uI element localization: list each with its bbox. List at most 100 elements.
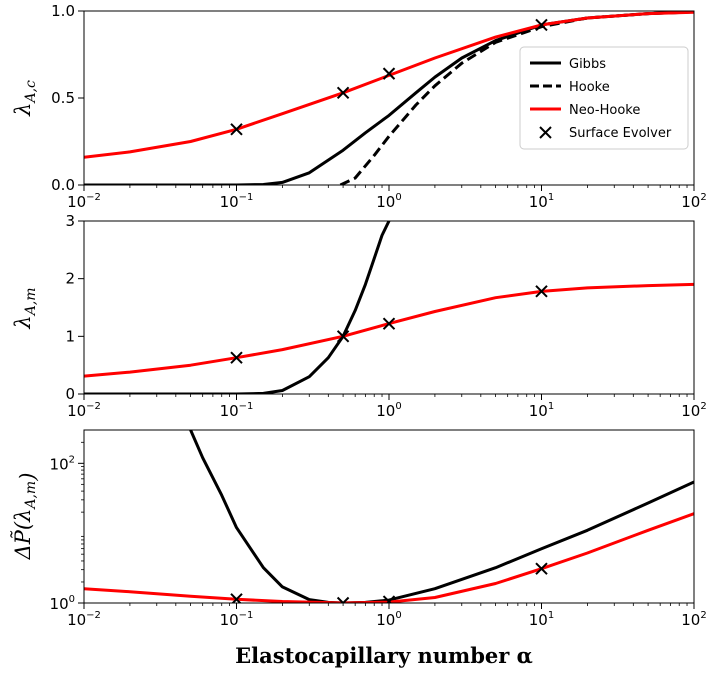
panel-2-ytick-label-3: 3 xyxy=(65,212,75,230)
panel-3-xtick-label-2: 100 xyxy=(376,610,401,629)
panel-3-ytick-label-0: 100 xyxy=(50,594,75,613)
panel-1-marker-surface-evolver-0 xyxy=(230,123,243,136)
panel-1-marker-surface-evolver-2 xyxy=(382,67,396,80)
panel-2-ytick-label-2: 2 xyxy=(65,270,75,288)
legend-label-gibbs: Gibbs xyxy=(569,57,606,72)
panel-1-marker-surface-evolver-3 xyxy=(535,18,548,32)
xtick-exponent: 1 xyxy=(548,192,554,203)
panel-1-ytick-label-1: 0.5 xyxy=(51,89,75,107)
xtick-base: 10 xyxy=(220,611,239,629)
panel-2-marker-surface-evolver-0 xyxy=(230,351,243,364)
xtick-base: 10 xyxy=(376,611,395,629)
panel-3-marker-surface-evolver-1 xyxy=(336,596,350,603)
xtick-base: 10 xyxy=(67,402,86,420)
panel-3-marker-surface-evolver-3 xyxy=(535,562,548,575)
xtick-base: 10 xyxy=(220,402,239,420)
xtick-base: 10 xyxy=(376,193,395,211)
ytick-exponent: 0 xyxy=(69,594,75,605)
panel-3-xtick-label-0: 10−2 xyxy=(67,610,101,629)
legend: Gibbs Hooke Neo-Hooke Surface Evolver xyxy=(519,46,689,150)
xtick-base: 10 xyxy=(529,611,548,629)
xtick-base: 10 xyxy=(67,611,86,629)
panel-1-plot-area xyxy=(84,11,694,185)
ylabel-part: ΔP̃(λ xyxy=(11,509,35,561)
panel-1-xtick-label-1: 10−1 xyxy=(220,192,254,211)
ylabel-subscript: A,c xyxy=(23,80,39,105)
panel-2-xtick-label-0: 10−2 xyxy=(67,401,101,420)
panel-3-frame xyxy=(83,429,695,604)
panel-3-xtick-label-1: 10−1 xyxy=(220,610,254,629)
xtick-exponent: −1 xyxy=(239,401,254,412)
xtick-base: 10 xyxy=(376,402,395,420)
xtick-base: 10 xyxy=(681,193,700,211)
panel-2-line-neo-hooke xyxy=(84,282,694,378)
panel-3-xtick-label-3: 101 xyxy=(529,610,554,629)
panel-2-xtick-label-3: 101 xyxy=(529,401,554,420)
panel-1-y-axis-label: λA,c xyxy=(11,80,39,117)
xtick-base: 10 xyxy=(67,193,86,211)
panel-2-marker-surface-evolver-1 xyxy=(336,330,350,343)
panel-2-y-axis-label: λA,m xyxy=(11,287,39,329)
xtick-base: 10 xyxy=(220,193,239,211)
xtick-base: 10 xyxy=(529,193,548,211)
panel-1-xtick-label-2: 100 xyxy=(376,192,401,211)
panel-2-ytick-label-0: 0 xyxy=(65,385,75,403)
legend-label-hooke: Hooke xyxy=(569,80,610,95)
ylabel-part: λ xyxy=(11,315,35,329)
panel-2-marker-surface-evolver-2 xyxy=(382,317,396,330)
xtick-exponent: 0 xyxy=(395,192,401,203)
panel-1-xtick-label-4: 102 xyxy=(681,192,706,211)
xtick-exponent: 0 xyxy=(395,610,401,621)
xtick-base: 10 xyxy=(529,402,548,420)
xtick-exponent: 1 xyxy=(548,610,554,621)
panel-2-line-gibbs xyxy=(84,221,391,394)
panel-3-line-neo-hooke xyxy=(84,512,694,603)
x-axis-label: Elastocapillary number α xyxy=(235,643,533,668)
ylabel-subscript: A,m xyxy=(23,287,39,317)
panel-3-line-gibbs xyxy=(189,430,694,603)
xtick-exponent: 2 xyxy=(700,401,706,412)
legend-label-surface-evolver: Surface Evolver xyxy=(569,126,672,141)
xtick-exponent: 2 xyxy=(700,610,706,621)
xtick-exponent: 0 xyxy=(395,401,401,412)
xtick-exponent: −2 xyxy=(86,192,101,203)
panel-3-xtick-label-4: 102 xyxy=(681,610,706,629)
panel-2-plot-area xyxy=(84,221,694,394)
panel-2-xtick-label-4: 102 xyxy=(681,401,706,420)
panel-2-xtick-label-2: 100 xyxy=(376,401,401,420)
panel-1-xtick-label-0: 10−2 xyxy=(67,192,101,211)
panel-2-ytick-label-1: 1 xyxy=(65,327,75,345)
legend-label-neo-hooke: Neo-Hooke xyxy=(569,103,640,118)
ytick-base: 10 xyxy=(50,595,69,613)
ylabel-part: λ xyxy=(11,103,35,117)
panel-3-ytick-label-1: 102 xyxy=(50,454,75,473)
xtick-exponent: −1 xyxy=(239,610,254,621)
ylabel-subscript: A,m xyxy=(23,481,39,511)
panel-3-y-axis-label: ΔP̃(λA,m) xyxy=(11,473,40,561)
panel-1-xtick-label-3: 101 xyxy=(529,192,554,211)
ytick-exponent: 2 xyxy=(69,454,75,465)
panel-2-marker-surface-evolver-3 xyxy=(535,285,548,298)
xtick-base: 10 xyxy=(681,402,700,420)
xtick-exponent: 2 xyxy=(700,192,706,203)
xtick-exponent: −1 xyxy=(239,192,254,203)
panel-1-marker-surface-evolver-1 xyxy=(336,86,350,99)
panel-1-ytick-label-0: 0.0 xyxy=(51,176,75,194)
ytick-base: 10 xyxy=(50,455,69,473)
legend-box xyxy=(519,46,689,150)
panel-1-ytick-label-2: 1.0 xyxy=(51,2,75,20)
panel-1-line-neo-hooke xyxy=(84,11,694,159)
xtick-base: 10 xyxy=(681,611,700,629)
legend-marker-surface-evolver xyxy=(539,126,552,139)
panel-2-xtick-label-1: 10−1 xyxy=(220,401,254,420)
ylabel-part: ) xyxy=(16,473,40,482)
xtick-exponent: −2 xyxy=(86,610,101,621)
panel-3-plot-area xyxy=(84,430,694,603)
panel-3-marker-surface-evolver-2 xyxy=(382,595,396,603)
xtick-exponent: 1 xyxy=(548,401,554,412)
xtick-exponent: −2 xyxy=(86,401,101,412)
